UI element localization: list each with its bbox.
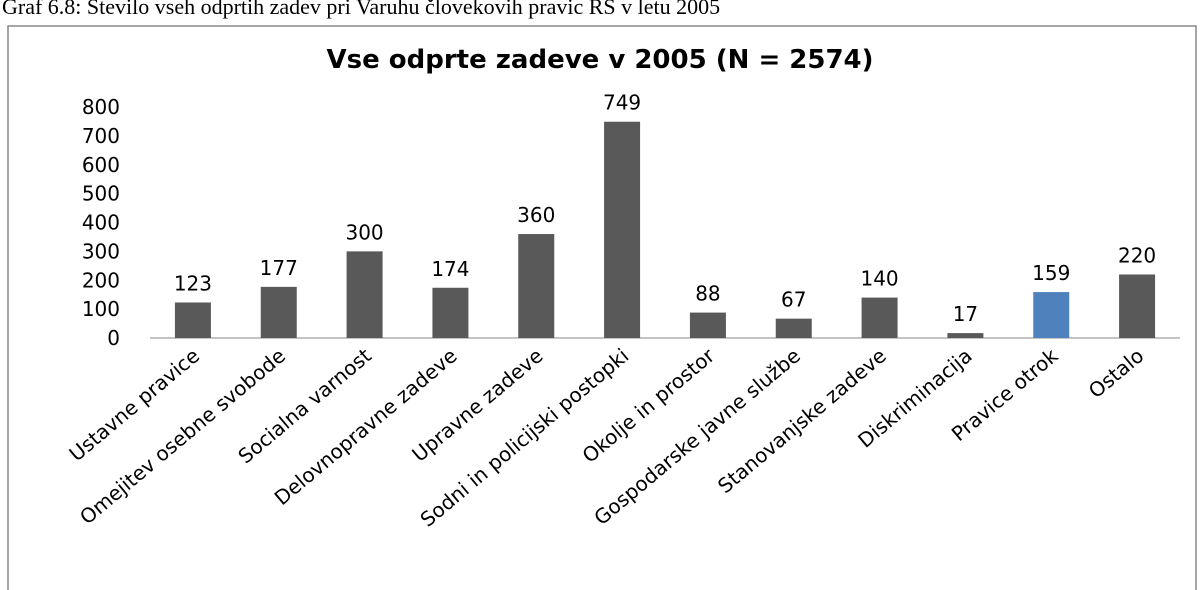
data-label: 300	[345, 220, 383, 244]
data-label: 749	[603, 91, 641, 115]
data-label: 159	[1032, 261, 1070, 285]
caption: Graf 6.8: Število vseh odprtih zadev pri…	[2, 0, 720, 19]
data-label: 174	[431, 257, 469, 281]
y-tick-label: 600	[82, 153, 120, 177]
bar	[604, 121, 641, 338]
bar	[1033, 292, 1070, 338]
data-label: 177	[260, 256, 298, 280]
chart-title: Vse odprte zadeve v 2005 (N = 2574)	[326, 45, 873, 75]
bar	[174, 302, 211, 338]
y-tick-label: 800	[82, 95, 120, 119]
data-label: 67	[781, 288, 806, 312]
data-label: 360	[517, 203, 555, 227]
y-tick-label: 700	[82, 124, 120, 148]
bar	[1119, 274, 1156, 338]
data-label: 17	[953, 302, 978, 326]
data-label: 220	[1118, 243, 1156, 267]
data-label: 88	[695, 282, 720, 306]
y-tick-label: 100	[82, 297, 120, 321]
y-tick-label: 500	[82, 182, 120, 206]
bar	[947, 333, 984, 338]
y-tick-label: 300	[82, 239, 120, 263]
y-tick-label: 200	[82, 268, 120, 292]
data-label: 140	[860, 267, 898, 291]
bar	[346, 251, 383, 338]
bar	[518, 234, 555, 338]
y-tick-label: 400	[82, 211, 120, 235]
bar	[861, 297, 898, 338]
data-label: 123	[174, 271, 212, 295]
bar	[775, 318, 812, 338]
bar	[432, 287, 469, 338]
y-tick-label: 0	[107, 326, 120, 350]
bar	[689, 312, 726, 338]
bar	[260, 286, 297, 338]
